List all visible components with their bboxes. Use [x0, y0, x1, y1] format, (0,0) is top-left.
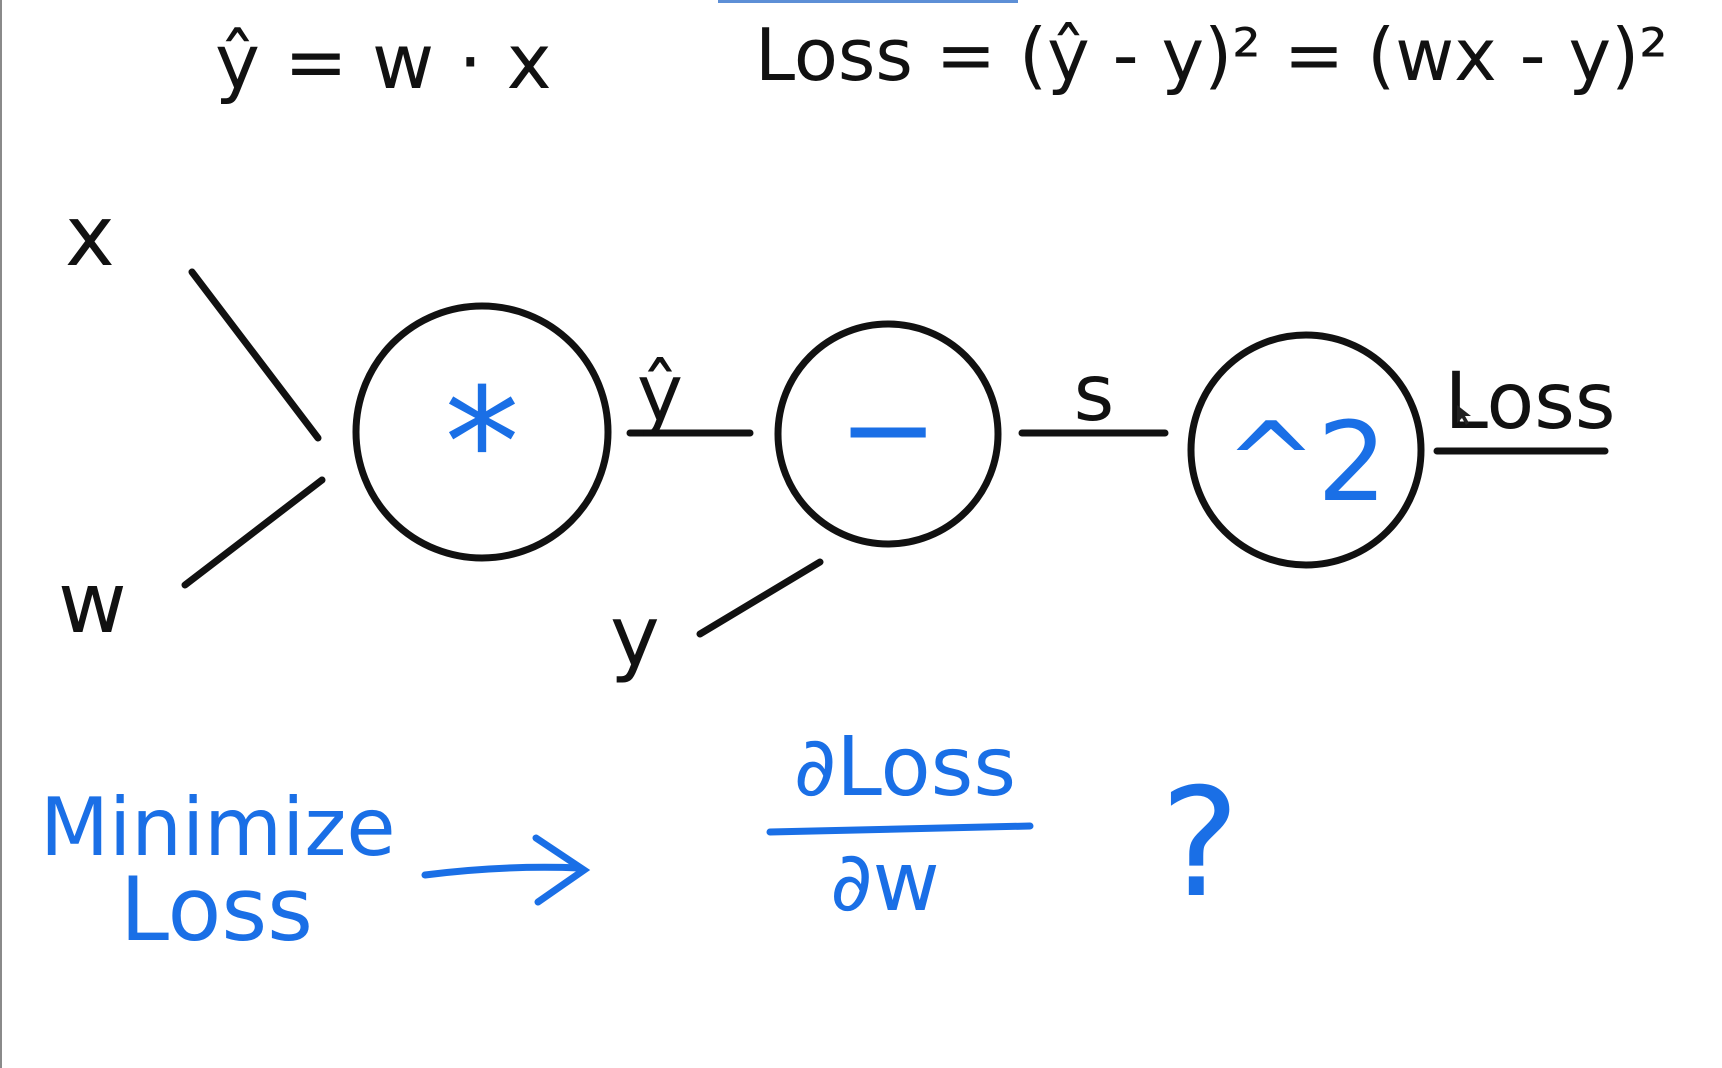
note-loss: Loss [120, 858, 313, 961]
derivative-numerator: ∂Loss [794, 720, 1016, 815]
edge-y-to-subtract [696, 558, 824, 638]
input-label-y: y [610, 587, 660, 685]
input-label-w: w [58, 554, 127, 652]
equation-loss: Loss = (ŷ - y)² = (wx - y)² [755, 13, 1668, 97]
node-square-circle [1187, 331, 1425, 569]
edge-x-to-multiply [188, 268, 322, 442]
cursor-pointer-icon [1457, 405, 1471, 425]
fraction-bar [766, 822, 1034, 836]
edge-label-y-hat: ŷ [637, 349, 683, 439]
equation-prediction: ŷ = w · x [215, 17, 552, 106]
node-subtract-circle [774, 320, 1002, 548]
edge-label-loss: Loss [1444, 357, 1615, 447]
question-mark: ? [1160, 757, 1240, 931]
edge-w-to-multiply [181, 476, 326, 589]
edge-label-s: s [1074, 349, 1115, 439]
top-accent-bar [718, 0, 1018, 3]
note-minimize: Minimize [40, 781, 396, 874]
derivative-denominator: ∂w [830, 835, 939, 930]
node-multiply-circle [352, 302, 612, 562]
input-label-x: x [65, 187, 115, 285]
node-square-label: ^2 [1225, 398, 1387, 526]
arrow-head-icon [532, 834, 591, 906]
left-border [0, 0, 2, 1068]
arrow-shaft [421, 863, 584, 879]
node-multiply-label: * [445, 357, 520, 531]
node-subtract-label: − [838, 360, 939, 499]
